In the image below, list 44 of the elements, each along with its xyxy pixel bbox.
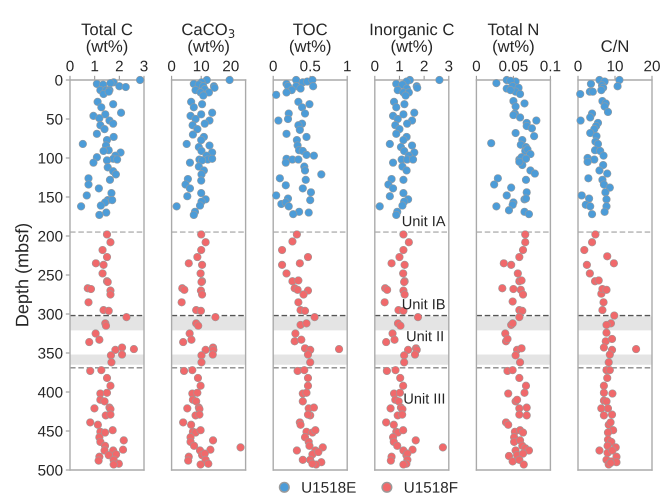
- x-tick-label: 0: [270, 60, 277, 72]
- x-tick-label: 0.5: [300, 60, 320, 72]
- annotation: Unit IB: [402, 298, 445, 310]
- y-tick-label: 400: [38, 386, 62, 398]
- x-tick-label: 2: [116, 60, 123, 72]
- x-tick-label: 0.1: [540, 60, 560, 72]
- x-tick-label: 1: [92, 60, 98, 72]
- x-tick-label: 20: [644, 60, 660, 72]
- y-axis-title: Depth (mbsf): [15, 224, 32, 326]
- y-tick-label: 300: [38, 308, 62, 320]
- x-tick-label: 0: [472, 60, 480, 72]
- x-tick-label: 1: [344, 60, 351, 72]
- y-tick-label: 350: [38, 348, 62, 359]
- y-tick-label: 450: [38, 426, 62, 437]
- x-tick-label: 0: [168, 60, 176, 72]
- x-tick-label: 3: [445, 60, 452, 72]
- x-tick-label: 0: [371, 60, 378, 72]
- x-tick-label: 1: [396, 60, 403, 72]
- legend-label: U1518E: [302, 482, 356, 493]
- y-tick-label: 250: [38, 270, 62, 281]
- y-tick-label: 0: [55, 74, 62, 86]
- annotation: Unit III: [404, 393, 444, 404]
- x-tick-label: 0.05: [499, 60, 528, 72]
- x-tick-label: 20: [223, 60, 239, 72]
- x-tick-label: 2: [420, 60, 428, 72]
- y-tick-label: 100: [38, 152, 62, 164]
- legend-label: U1518F: [404, 482, 458, 493]
- chart-title: TOC (wt%): [290, 23, 330, 56]
- x-tick-label: 0: [574, 60, 582, 72]
- y-tick-label: 150: [38, 192, 62, 203]
- chart-title: C/N: [601, 40, 628, 52]
- chart-title: Inorganic C (wt%): [370, 23, 454, 56]
- x-tick-label: 10: [194, 60, 210, 72]
- x-tick-label: 10: [608, 60, 623, 72]
- chart-title: Total N (wt%): [488, 23, 538, 56]
- chart-title: CaCO$_{3}$ (wt%): [182, 23, 234, 56]
- x-tick-label: 0: [66, 60, 74, 72]
- annotation: Unit IA: [402, 216, 446, 226]
- x-tick-label: 3: [140, 60, 148, 72]
- y-tick-label: 50: [46, 114, 62, 125]
- y-tick-label: 200: [38, 230, 62, 242]
- chart-title: Total C (wt%): [81, 23, 132, 56]
- y-tick-label: 500: [38, 464, 62, 476]
- annotation: Unit II: [407, 330, 443, 342]
